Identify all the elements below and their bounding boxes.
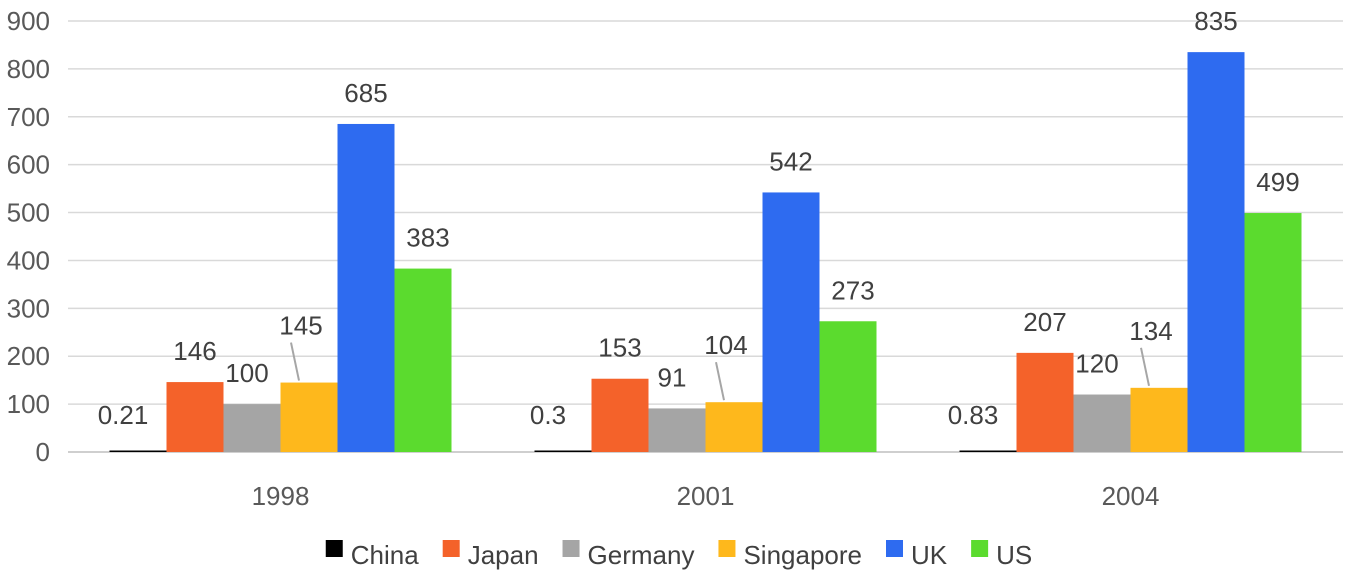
- bar-uk-1998: [337, 123, 395, 452]
- bar-singapore-1998: [280, 382, 338, 452]
- data-label-japan-1998: 146: [173, 336, 216, 366]
- data-labels: 0.21 146 100 145 685 383 0.3 153 91 104 542 273 0.83…: [98, 6, 1300, 430]
- legend-swatch: [442, 540, 460, 557]
- bar-germany-2001: [648, 408, 706, 452]
- data-label-uk-2001: 542: [769, 146, 812, 176]
- legend-label: UK: [911, 540, 948, 570]
- bar-china-1998: [109, 450, 167, 452]
- bar-germany-2004: [1073, 394, 1131, 452]
- data-label-uk-2004: 835: [1194, 6, 1237, 36]
- bar-us-1998: [394, 268, 452, 452]
- bar-singapore-2004: [1130, 387, 1188, 452]
- legend-item-japan: Japan: [442, 540, 539, 570]
- y-axis-tick-labels: 0 100 200 300 400 500 600 700 800 900: [7, 6, 50, 467]
- legend-item-us: US: [971, 540, 1032, 570]
- x-tick-label: 2004: [1102, 481, 1160, 511]
- data-label-china-1998: 0.21: [98, 400, 149, 430]
- bar-japan-2004: [1016, 352, 1074, 452]
- y-tick-label: 300: [7, 293, 50, 323]
- bars: [109, 52, 1302, 453]
- legend-swatch: [718, 540, 736, 557]
- data-label-singapore-2001: 104: [704, 330, 747, 360]
- y-tick-label: 900: [7, 6, 50, 36]
- data-label-singapore-1998: 145: [279, 311, 322, 341]
- data-label-china-2004: 0.83: [948, 400, 999, 430]
- y-tick-label: 200: [7, 341, 50, 371]
- y-tick-label: 600: [7, 150, 50, 180]
- bar-china-2001: [534, 450, 592, 452]
- data-label-us-2004: 499: [1256, 167, 1299, 197]
- bar-china-2004: [959, 450, 1017, 452]
- data-label-leader-line: [1140, 347, 1150, 387]
- x-tick-label: 2001: [677, 481, 735, 511]
- bar-uk-2001: [762, 192, 820, 453]
- legend-label: Singapore: [743, 540, 862, 570]
- data-label-germany-2001: 91: [658, 362, 687, 392]
- legend-item-germany: Germany: [562, 540, 695, 570]
- legend-swatch: [971, 540, 989, 557]
- y-tick-label: 100: [7, 389, 50, 419]
- data-label-japan-2001: 153: [598, 333, 641, 363]
- bar-us-2001: [819, 321, 877, 452]
- bar-japan-1998: [166, 382, 224, 452]
- bar-us-2004: [1244, 213, 1302, 452]
- data-label-leader-line: [290, 342, 300, 381]
- y-tick-label: 800: [7, 54, 50, 84]
- y-tick-label: 700: [7, 102, 50, 132]
- x-tick-label: 1998: [252, 481, 310, 511]
- data-label-japan-2004: 207: [1023, 307, 1066, 337]
- label-leader-lines: [290, 342, 1150, 401]
- data-label-china-2001: 0.3: [530, 400, 566, 430]
- legend-swatch: [562, 540, 580, 557]
- legend-label: Japan: [468, 540, 539, 570]
- data-label-singapore-2004: 134: [1129, 316, 1172, 346]
- data-label-leader-line: [715, 361, 725, 401]
- data-label-uk-1998: 685: [344, 78, 387, 108]
- data-label-us-1998: 383: [406, 223, 449, 253]
- data-label-germany-1998: 100: [225, 358, 268, 388]
- legend-item-uk: UK: [886, 540, 948, 570]
- x-axis-tick-labels: 1998 2001 2004: [252, 481, 1160, 511]
- bar-singapore-2001: [705, 402, 763, 452]
- data-label-germany-2004: 120: [1075, 349, 1118, 379]
- legend: China Japan Germany Singapore UK US: [325, 540, 1032, 570]
- legend-swatch: [886, 540, 903, 557]
- bar-japan-2001: [591, 378, 649, 452]
- legend-label: China: [351, 540, 419, 570]
- legend-swatch: [325, 540, 343, 557]
- legend-label: US: [996, 540, 1032, 570]
- y-tick-label: 400: [7, 245, 50, 275]
- y-tick-label: 500: [7, 198, 50, 228]
- legend-item-singapore: Singapore: [718, 540, 862, 570]
- y-tick-label: 0: [36, 437, 50, 467]
- bar-uk-2004: [1187, 52, 1245, 452]
- data-label-us-2001: 273: [831, 275, 874, 305]
- legend-label: Germany: [588, 540, 695, 570]
- bar-germany-1998: [223, 404, 281, 452]
- legend-item-china: China: [325, 540, 419, 570]
